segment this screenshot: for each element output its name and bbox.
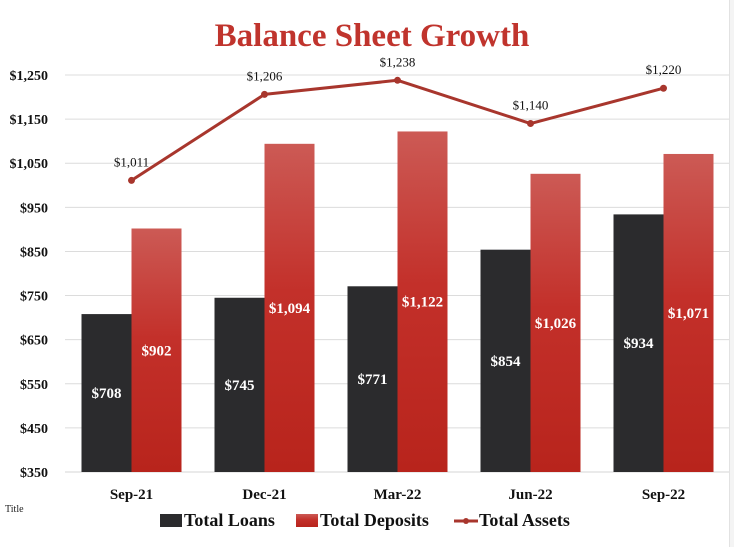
x-tick-label: Jun-22 [508, 487, 552, 503]
legend: Total Loans Total Deposits Total Assets [160, 510, 570, 530]
line-label-total-assets: $1,238 [380, 54, 416, 69]
bar-total-deposits [530, 173, 581, 472]
line-label-total-assets: $1,206 [247, 68, 283, 83]
point-total-assets [128, 176, 135, 184]
bar-total-loans [480, 249, 531, 472]
right-edge-border [729, 0, 734, 547]
legend-label-total-assets: Total Assets [479, 510, 570, 530]
bar-total-loans [214, 297, 265, 472]
chart-title: Balance Sheet Growth [215, 18, 530, 54]
y-tick-label: $850 [20, 245, 48, 260]
bar-total-loans [81, 314, 132, 472]
legend-marker-total-assets [463, 518, 469, 524]
bar-label-total-deposits: $1,071 [668, 306, 709, 322]
bar-label-total-deposits: $902 [142, 343, 172, 359]
legend-swatch-total-loans [160, 514, 182, 527]
bar-total-deposits [264, 143, 315, 472]
bar-label-total-loans: $854 [491, 354, 522, 370]
y-tick-label: $450 [20, 422, 48, 437]
bar-label-total-loans: $771 [358, 372, 388, 388]
bar-total-deposits [397, 131, 448, 472]
legend-swatch-total-deposits [296, 514, 318, 527]
line-label-total-assets: $1,011 [114, 154, 149, 169]
x-tick-label: Dec-21 [242, 487, 286, 503]
y-tick-label: $1,050 [10, 157, 49, 172]
point-total-assets [394, 76, 401, 84]
x-tick-label: Sep-22 [642, 487, 685, 503]
y-tick-label: $950 [20, 201, 48, 216]
bar-label-total-deposits: $1,094 [269, 301, 311, 317]
bar-labels: $708 $902 $745 $1,094 $771 $1,122 $854 $1,026 $9… [92, 295, 710, 402]
bar-label-total-loans: $745 [225, 378, 255, 394]
axis-title-placeholder: Title [5, 504, 24, 515]
y-tick-label: $550 [20, 378, 48, 393]
legend-label-total-loans: Total Loans [184, 510, 275, 530]
point-total-assets [261, 90, 268, 98]
assets-line-labels: $1,011 $1,206 $1,238 $1,140 $1,220 [114, 54, 682, 169]
y-tick-label: $350 [20, 466, 48, 481]
legend-label-total-deposits: Total Deposits [320, 510, 429, 530]
point-total-assets [660, 84, 667, 92]
line-label-total-assets: $1,220 [646, 62, 682, 77]
x-tick-label: Mar-22 [374, 487, 422, 503]
bars [81, 131, 714, 472]
legend-item-total-loans: Total Loans [160, 510, 275, 530]
legend-item-total-assets: Total Assets [454, 510, 570, 530]
bar-total-loans [347, 286, 398, 472]
y-tick-label: $1,250 [10, 69, 49, 84]
bar-total-deposits [131, 228, 182, 472]
x-tick-label: Sep-21 [110, 487, 153, 503]
bar-label-total-loans: $708 [92, 386, 122, 402]
bar-label-total-loans: $934 [624, 336, 655, 352]
legend-item-total-deposits: Total Deposits [296, 510, 429, 530]
bar-total-loans [613, 214, 664, 472]
bar-label-total-deposits: $1,026 [535, 316, 577, 332]
x-axis-ticks: Sep-21 Dec-21 Mar-22 Jun-22 Sep-22 [110, 487, 685, 503]
point-total-assets [527, 120, 534, 128]
y-tick-label: $1,150 [10, 113, 49, 128]
bar-total-deposits [663, 153, 714, 472]
y-tick-label: $750 [20, 290, 48, 305]
assets-line [128, 76, 667, 184]
y-tick-label: $650 [20, 334, 48, 349]
line-label-total-assets: $1,140 [513, 98, 549, 113]
bar-label-total-deposits: $1,122 [402, 295, 443, 311]
y-axis-ticks: $350 $450 $550 $650 $750 $850 $950 $1,050 $1,150… [10, 69, 49, 481]
